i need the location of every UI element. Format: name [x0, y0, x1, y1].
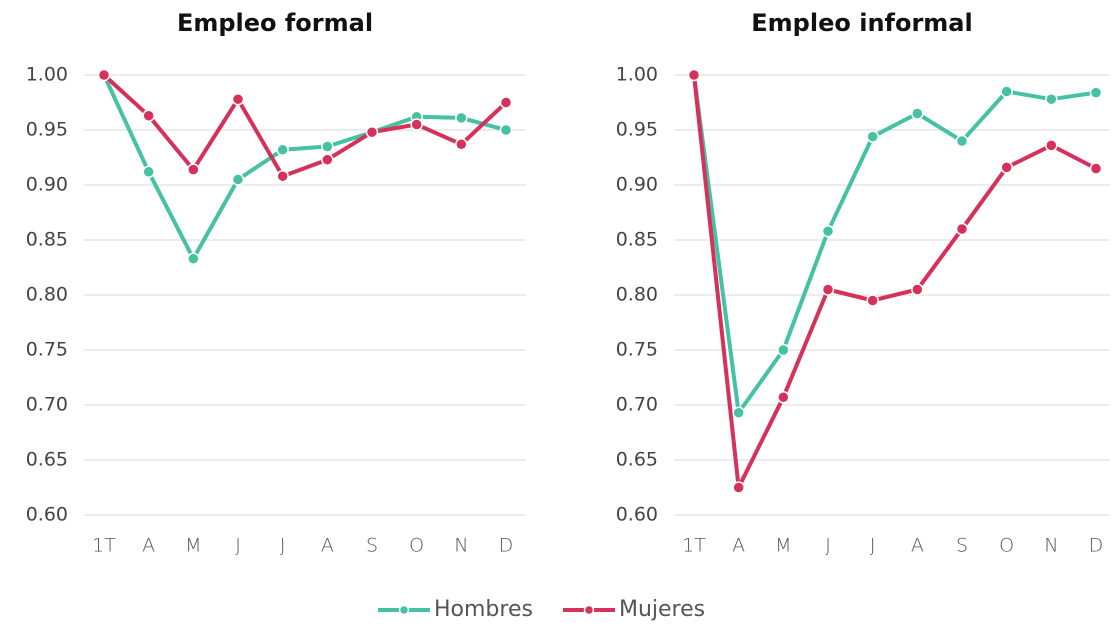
- x-tick-label: N: [454, 535, 468, 557]
- point: [1089, 86, 1103, 99]
- x-tick-label: J: [280, 535, 286, 557]
- x-tick-label: A: [321, 535, 334, 557]
- point: [97, 68, 111, 82]
- point: [410, 118, 423, 131]
- y-tick-label: 0.80: [616, 284, 658, 306]
- point: [187, 252, 200, 265]
- point: [142, 109, 155, 122]
- y-tick-label: 0.95: [26, 119, 68, 141]
- x-tick-label: S: [366, 535, 378, 557]
- x-tick-label: O: [409, 535, 424, 557]
- point: [866, 130, 879, 143]
- y-tick-label: 0.90: [26, 174, 68, 196]
- chart-title: Empleo formal: [177, 9, 373, 37]
- point: [142, 165, 155, 179]
- point: [732, 481, 745, 494]
- point: [777, 391, 790, 404]
- x-tick-label: D: [499, 535, 514, 557]
- x-tick-label: O: [999, 535, 1014, 557]
- series-line: [102, 74, 507, 261]
- x-tick-label: 1T: [92, 535, 116, 557]
- point: [1045, 139, 1058, 152]
- x-tick-label: A: [142, 535, 155, 557]
- point: [321, 140, 334, 153]
- point: [1000, 85, 1013, 98]
- point: [821, 283, 835, 296]
- x-tick-label: D: [1089, 535, 1104, 557]
- y-tick-label: 0.75: [616, 339, 658, 361]
- point: [231, 92, 245, 106]
- y-tick-label: 0.65: [26, 449, 68, 471]
- y-tick-label: 1.00: [616, 64, 658, 86]
- point: [1089, 162, 1103, 175]
- y-tick-label: 0.85: [616, 229, 658, 251]
- point: [821, 224, 835, 238]
- point: [866, 294, 879, 307]
- x-tick-label: N: [1044, 535, 1058, 557]
- y-tick-label: 0.90: [616, 174, 658, 196]
- point: [455, 111, 468, 125]
- y-tick-label: 1.00: [26, 64, 68, 86]
- x-tick-label: S: [956, 535, 968, 557]
- point: [911, 107, 924, 120]
- x-tick-label: A: [732, 535, 745, 557]
- y-tick-label: 0.65: [616, 449, 658, 471]
- point: [365, 125, 379, 139]
- point: [321, 153, 334, 166]
- point: [732, 406, 745, 419]
- point: [1000, 161, 1013, 174]
- y-tick-label: 0.75: [26, 339, 68, 361]
- x-tick-label: A: [911, 535, 924, 557]
- y-tick-label: 0.95: [616, 119, 658, 141]
- x-tick-label: M: [775, 535, 791, 557]
- legend-dot: [398, 604, 410, 616]
- point: [687, 68, 701, 82]
- series-line: [692, 74, 1097, 415]
- point: [499, 96, 513, 109]
- point: [955, 222, 969, 236]
- point: [777, 343, 790, 357]
- point: [955, 134, 969, 148]
- legend-label: Hombres: [434, 597, 533, 622]
- point: [276, 143, 289, 157]
- y-tick-label: 0.60: [26, 504, 68, 526]
- chart-title: Empleo informal: [751, 9, 972, 37]
- point: [911, 283, 924, 296]
- point: [499, 123, 513, 137]
- point: [455, 138, 468, 151]
- point: [276, 169, 289, 183]
- point: [1045, 92, 1058, 106]
- legend-label: Mujeres: [619, 597, 705, 622]
- y-tick-label: 0.60: [616, 504, 658, 526]
- y-tick-label: 0.85: [26, 229, 68, 251]
- series-line: [692, 74, 1097, 490]
- series-line: [102, 73, 508, 179]
- x-tick-label: J: [235, 535, 241, 557]
- point: [231, 173, 245, 186]
- x-tick-label: J: [870, 535, 876, 557]
- x-tick-label: M: [185, 535, 201, 557]
- x-tick-label: 1T: [682, 535, 706, 557]
- y-tick-label: 0.80: [26, 284, 68, 306]
- point: [187, 163, 200, 176]
- y-tick-label: 0.70: [616, 394, 658, 416]
- x-tick-label: J: [825, 535, 831, 557]
- legend-dot: [583, 604, 595, 616]
- y-tick-label: 0.70: [26, 394, 68, 416]
